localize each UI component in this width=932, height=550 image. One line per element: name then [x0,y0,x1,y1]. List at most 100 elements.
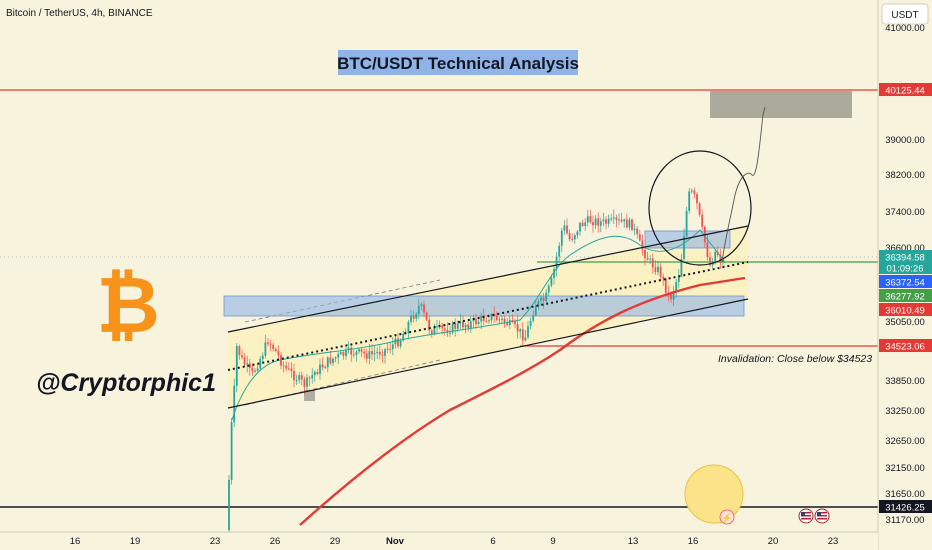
x-tick-label: 16 [70,536,81,547]
x-tick-label: 16 [688,536,699,547]
candle-body [475,318,477,325]
svg-text:⚡: ⚡ [721,512,732,524]
candle-body [599,221,602,226]
candle-body [355,351,358,355]
us-flag-icon[interactable] [814,508,830,524]
candle-body [248,363,251,368]
candle-body [321,364,324,368]
candle-body [698,203,701,215]
candle-body [235,346,238,386]
us-flag-icon[interactable] [798,508,814,524]
candle-body [391,344,394,350]
candle-body [228,479,230,530]
candle-body [670,293,672,300]
candle-body [594,218,597,226]
candle-body [519,329,522,332]
candle-body [407,322,410,333]
candle-body [542,297,545,302]
candle-body [326,357,329,368]
candle-body [597,218,600,226]
candle-body [238,346,241,356]
candle-body [550,277,553,286]
candle-body [399,340,402,347]
candle-body [423,304,425,313]
y-tick-label: 36600.00 [885,243,925,254]
candle-body [568,233,571,240]
candle-body [412,315,415,319]
chart-title: BTC/USDT Technical Analysis [337,54,579,73]
candle-body [339,352,342,355]
candle-body [680,259,683,277]
inner-channel-bottom [244,359,441,406]
candle-body [688,191,691,211]
lightning-icon[interactable]: ⚡ [719,509,735,525]
candle-body [334,357,337,359]
candle-body [430,330,433,335]
y-tick-label: 35050.00 [885,317,925,328]
candle-body [454,323,457,329]
candle-body [501,318,503,320]
invalidation-note: Invalidation: Close below $34523 [718,353,872,365]
candle-body [571,239,574,241]
candle-body [524,337,527,341]
y-tick-label: 32150.00 [885,463,925,474]
candle-body [417,305,420,315]
candle-body [259,359,262,369]
candle-body [246,363,249,365]
target-box [710,91,852,118]
candle-body [467,324,470,328]
y-tick-label: 39000.00 [885,135,925,146]
moving-average-line [299,276,746,526]
candle-body [532,315,535,321]
y-axis-ticks: 41000.00 39000.00 38200.00 37400.00 36600.00… [885,23,925,526]
candle-body [566,225,568,234]
candle-body [352,354,355,356]
y-tick-label: 41000.00 [885,23,925,34]
candle-body [376,351,379,354]
price-label-tag [879,83,932,96]
candle-body [358,349,360,352]
candle-body [241,355,243,358]
candle-body [659,266,662,277]
y-tick-label: 33250.00 [885,406,925,417]
candle-body [586,216,589,223]
candle-body [287,368,290,370]
candle-body [503,318,506,323]
svg-text:₿: ₿ [96,261,160,349]
candle-body [456,323,459,329]
candle-body [589,216,592,223]
candle-body [555,256,558,270]
price-label-tag [879,275,932,288]
candle-body [269,343,272,345]
candle-body [631,219,633,230]
x-tick-label: 23 [828,536,839,547]
candle-body [722,260,724,262]
candle-body [651,258,654,268]
candle-body [581,222,584,226]
price-label: 36372.54 [885,278,925,289]
candle-body [459,321,462,324]
candle-body [719,254,722,262]
candle-body [285,365,288,369]
x-axis-ticks: 16 19 23 26 29 Nov 6 9 13 16 20 23 [70,536,839,547]
candle-body [300,375,303,380]
candle-body [633,228,636,230]
candle-body [610,218,613,220]
candle-body [462,321,464,328]
candle-body [612,217,615,219]
candle-body [464,324,467,328]
currency-button[interactable]: USDT [881,3,929,25]
candle-body [324,367,327,369]
candle-body [277,350,280,356]
candle-body [644,249,646,258]
x-tick-label: 13 [628,536,639,547]
marker-box [304,390,315,401]
candle-body [576,231,579,236]
candle-body [540,297,542,301]
candle-body [641,240,644,250]
candle-body [615,217,618,220]
candle-body [386,348,389,350]
time-axis[interactable] [0,532,878,550]
